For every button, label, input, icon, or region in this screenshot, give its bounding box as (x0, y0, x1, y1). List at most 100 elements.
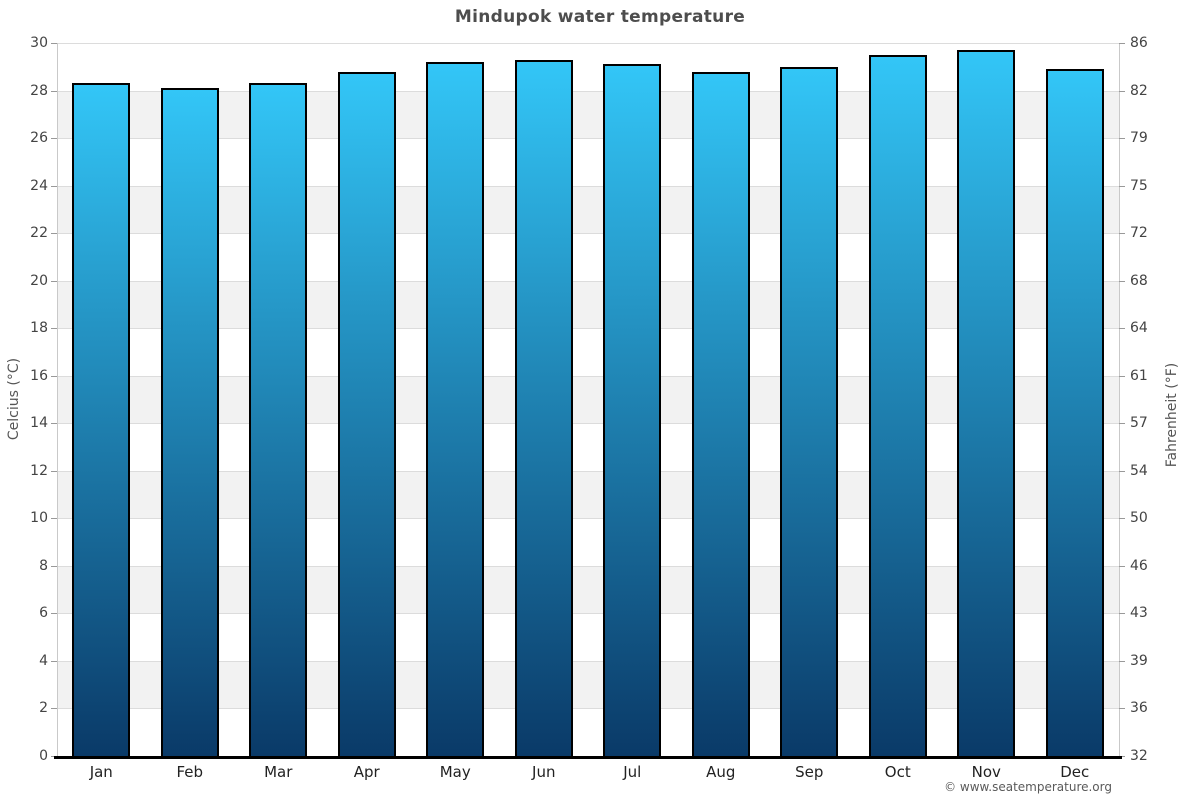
plot-band (57, 613, 1119, 661)
x-tick-label-mar: Mar (264, 763, 293, 781)
y-axis-title-fahrenheit: Fahrenheit (°F) (1164, 362, 1180, 468)
y-axis-right-tick (1119, 280, 1125, 282)
gridline (57, 470, 1119, 472)
bar-mar[interactable] (249, 83, 308, 756)
bar-nov[interactable] (957, 50, 1016, 756)
y-axis-right-tick (1119, 518, 1125, 520)
y-axis-left-tick (51, 328, 57, 330)
bar-jun[interactable] (514, 59, 573, 756)
gridline (57, 565, 1119, 567)
bar-oct[interactable] (868, 54, 927, 756)
y-axis-left-line (57, 43, 58, 756)
y-tick-label-celsius: 16 (30, 367, 48, 384)
bar-aug[interactable] (691, 71, 750, 756)
y-axis-left-tick (51, 43, 57, 44)
gridline (57, 708, 1119, 710)
gridline (57, 423, 1119, 425)
y-tick-label-celsius: 24 (30, 177, 48, 194)
plot-band (57, 328, 1119, 376)
y-tick-label-fahrenheit: 43 (1130, 605, 1148, 622)
y-tick-label-fahrenheit: 36 (1130, 700, 1148, 717)
y-tick-label-celsius: 18 (30, 320, 48, 337)
y-tick-label-fahrenheit: 57 (1130, 415, 1148, 432)
plot-band (57, 90, 1119, 139)
y-tick-label-celsius: 4 (39, 652, 48, 669)
gridline (57, 613, 1119, 615)
gridline (57, 328, 1119, 330)
y-axis-right-tick (1119, 185, 1125, 187)
y-tick-label-celsius: 12 (30, 462, 48, 479)
y-tick-label-celsius: 2 (39, 700, 48, 717)
x-tick-label-jun: Jun (532, 763, 556, 781)
y-tick-label-celsius: 10 (30, 510, 48, 527)
x-tick-label-aug: Aug (706, 763, 736, 781)
bar-apr[interactable] (337, 71, 396, 756)
y-tick-label-fahrenheit: 54 (1130, 462, 1148, 479)
x-tick-label-jan: Jan (89, 763, 113, 781)
plot-band (57, 708, 1119, 756)
bar-jan[interactable] (72, 83, 131, 756)
chart-title: Mindupok water temperature (454, 7, 746, 27)
gridline (57, 233, 1119, 235)
y-tick-label-fahrenheit: 32 (1130, 748, 1148, 764)
y-tick-label-fahrenheit: 79 (1130, 130, 1148, 147)
bar-may[interactable] (426, 62, 485, 756)
y-tick-label-celsius: 0 (39, 748, 48, 764)
x-axis-line (54, 756, 1122, 759)
plot-band (57, 43, 1119, 91)
y-axis-right-tick (1119, 613, 1125, 615)
gridline (57, 185, 1119, 187)
y-tick-label-fahrenheit: 39 (1130, 652, 1148, 669)
plot-band (57, 233, 1119, 281)
y-axis-left-tick (51, 185, 57, 187)
y-axis-left-tick (51, 375, 57, 377)
y-axis-left-tick (51, 233, 57, 235)
y-axis-left-tick (51, 518, 57, 520)
y-axis-right-tick (1119, 660, 1125, 662)
y-axis-right-tick (1119, 708, 1125, 710)
y-tick-label-celsius: 14 (30, 415, 48, 432)
x-tick-label-oct: Oct (884, 763, 911, 781)
y-tick-label-celsius: 26 (30, 130, 48, 147)
gridline (57, 90, 1119, 92)
x-tick-label-dec: Dec (1060, 763, 1090, 781)
y-tick-label-celsius: 30 (30, 35, 48, 51)
y-tick-label-fahrenheit: 46 (1130, 557, 1148, 574)
y-axis-right-tick (1119, 43, 1125, 44)
plot-band (57, 280, 1119, 329)
y-axis-left-tick (51, 423, 57, 425)
gridline (57, 280, 1119, 282)
y-tick-label-fahrenheit: 68 (1130, 272, 1148, 289)
bar-sep[interactable] (780, 66, 839, 756)
y-axis-left-tick (51, 90, 57, 92)
y-axis-right-tick (1119, 138, 1125, 140)
y-axis-right-tick (1119, 423, 1125, 425)
y-axis-title-celsius: Celcius (°C) (6, 357, 22, 441)
y-tick-label-fahrenheit: 64 (1130, 320, 1148, 337)
y-tick-label-fahrenheit: 50 (1130, 510, 1148, 527)
x-tick-label-feb: Feb (176, 763, 204, 781)
y-tick-label-celsius: 28 (30, 82, 48, 99)
bar-feb[interactable] (160, 88, 219, 756)
bar-jul[interactable] (603, 64, 662, 756)
y-axis-right-line (1119, 43, 1120, 756)
y-axis-right-tick (1119, 756, 1125, 757)
y-axis-left-tick (51, 280, 57, 282)
x-tick-label-may: May (439, 763, 471, 781)
y-tick-label-fahrenheit: 75 (1130, 177, 1148, 194)
plot-band (57, 138, 1119, 186)
plot-band (57, 470, 1119, 519)
plot-band (57, 565, 1119, 614)
y-axis-right-tick (1119, 565, 1125, 567)
x-tick-label-sep: Sep (795, 763, 824, 781)
y-tick-label-celsius: 6 (39, 605, 48, 622)
plot-band (57, 375, 1119, 424)
y-axis-right-tick (1119, 90, 1125, 92)
gridline (57, 518, 1119, 520)
y-axis-right-tick (1119, 375, 1125, 377)
bar-dec[interactable] (1045, 69, 1104, 756)
plot-band (57, 423, 1119, 471)
y-tick-label-fahrenheit: 61 (1130, 367, 1148, 384)
y-tick-label-fahrenheit: 86 (1130, 35, 1148, 51)
